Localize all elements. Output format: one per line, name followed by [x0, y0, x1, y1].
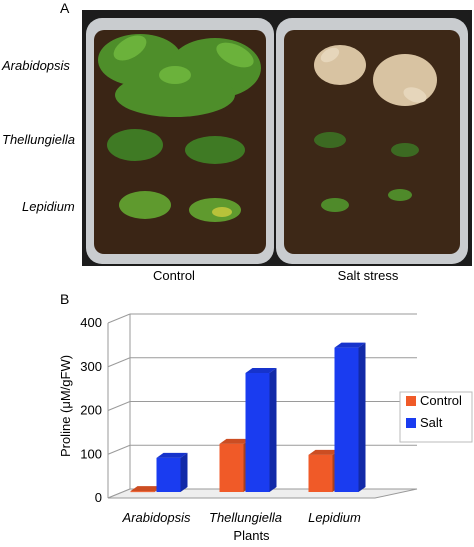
- legend-label-salt: Salt: [420, 415, 443, 430]
- bar-top: [156, 452, 188, 458]
- bar-salt-lepidium: [334, 342, 366, 492]
- tray-label-salt-stress: Salt stress: [338, 268, 399, 283]
- chart-bars: [130, 342, 366, 493]
- legend-swatch-salt: [406, 418, 416, 428]
- row-label-lepidium: Lepidium: [22, 199, 75, 214]
- bar-side: [269, 368, 277, 492]
- x-tick-label-lepidium: Lepidium: [308, 510, 361, 525]
- y-tick-label-200: 200: [80, 403, 102, 418]
- gridline-depth-300: [107, 357, 131, 368]
- x-tick-label-arabidopsis: Arabidopsis: [122, 510, 191, 525]
- bar-front: [245, 373, 270, 492]
- bar-front: [130, 491, 155, 493]
- row-label-arabidopsis: Arabidopsis: [1, 58, 70, 73]
- bar-top: [245, 368, 277, 373]
- salt-stress-tray: [276, 18, 468, 264]
- bar-top: [308, 449, 340, 455]
- legend-label-control: Control: [420, 393, 462, 408]
- bar-top: [219, 438, 251, 444]
- legend-swatch-control: [406, 396, 416, 406]
- bar-front: [308, 454, 333, 492]
- bar-salt-arabidopsis: [156, 452, 188, 492]
- bar-side: [358, 342, 366, 492]
- gridline-depth-200: [107, 401, 131, 411]
- row-label-thellungiella: Thellungiella: [2, 132, 75, 147]
- bar-front: [334, 347, 359, 492]
- x-tick-label-thellungiella: Thellungiella: [209, 510, 282, 525]
- panel-a-letter: A: [60, 0, 70, 16]
- tray-label-control: Control: [153, 268, 195, 283]
- gridline-depth-100: [107, 444, 131, 455]
- y-tick-label-0: 0: [95, 490, 102, 505]
- y-axis-ticks: 0 100 200 300 400: [80, 315, 102, 505]
- bar-side: [180, 452, 188, 492]
- y-tick-label-400: 400: [80, 315, 102, 330]
- chart-legend: Control Salt: [399, 391, 473, 443]
- proline-bar-chart: B 0 100 200 300 400 Arabidopsis Thellungiella…: [58, 291, 473, 543]
- bar-salt-thellungiella: [245, 368, 277, 492]
- y-tick-label-100: 100: [80, 446, 102, 461]
- bar-top: [130, 486, 162, 492]
- control-tray: [86, 18, 274, 264]
- gridline-depth-400: [107, 313, 131, 324]
- x-axis-title: Plants: [233, 528, 270, 543]
- bar-top: [334, 342, 366, 348]
- panel-b-letter: B: [60, 291, 69, 307]
- y-axis-title: Proline (μM/gFW): [58, 355, 73, 457]
- bar-front: [219, 443, 244, 492]
- x-axis-categories: Arabidopsis Thellungiella Lepidium: [122, 510, 362, 525]
- y-tick-label-300: 300: [80, 359, 102, 374]
- plant-photo-panel: A: [1, 0, 472, 283]
- bar-front: [156, 457, 181, 492]
